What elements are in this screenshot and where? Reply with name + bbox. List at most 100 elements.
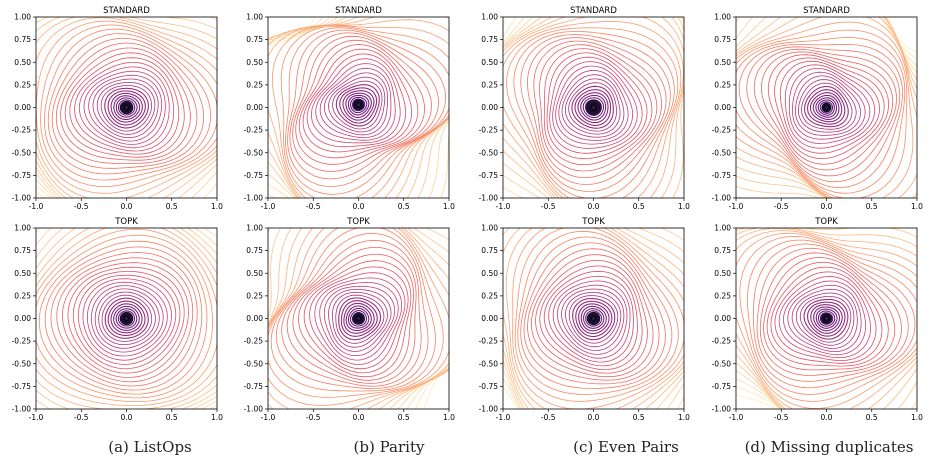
contour-level [739, 235, 917, 402]
contour-level [268, 228, 449, 409]
minimum-core [820, 312, 833, 325]
y-tick-label: -0.50 [479, 359, 499, 368]
subplot-title: STANDARD [803, 6, 850, 16]
y-tick-label: 0.75 [481, 246, 498, 255]
contour-level [552, 280, 631, 359]
contour-level [539, 44, 658, 172]
contour-level [575, 300, 613, 338]
contour-level [571, 85, 614, 129]
minimum-core [119, 311, 134, 326]
x-tick-label: -0.5 [74, 413, 89, 422]
y-tick-label: 0.50 [246, 269, 263, 278]
contour-level [580, 94, 607, 121]
y-tick-label: -0.75 [244, 382, 264, 391]
contour-level [268, 228, 444, 398]
contour-level [736, 21, 914, 198]
y-tick-label: -0.75 [12, 171, 32, 180]
contour-level [817, 99, 835, 116]
y-tick-label: -0.50 [12, 359, 32, 368]
contour-level [286, 246, 417, 384]
minimum-core [586, 311, 601, 326]
contour-level [517, 230, 679, 395]
y-tick-label: 0.25 [481, 291, 498, 300]
y-tick-label: 0.25 [714, 80, 731, 89]
y-tick-label: 0.50 [246, 58, 263, 67]
contour-level [807, 301, 846, 337]
y-tick-label: 0.50 [14, 58, 31, 67]
contour-level [753, 48, 897, 177]
y-tick-label: 1.00 [714, 224, 731, 233]
x-tick-label: -1.0 [496, 202, 511, 211]
contour-level [574, 89, 612, 126]
contour-level [423, 365, 449, 409]
contour-level [539, 265, 643, 371]
contour-level [568, 295, 619, 344]
contour-level [582, 97, 604, 119]
contour-level [736, 37, 906, 194]
subplot-title: TOPK [814, 217, 838, 227]
subplot-topk-1: TOPK -1.0 -0.5 0.0 0.5 1.0 -1.00 -0.75 -0.50 -0.2… [12, 217, 224, 422]
x-tick-label: -0.5 [74, 202, 89, 211]
x-tick-label: 1.0 [211, 413, 223, 422]
x-tick-label: 1.0 [211, 202, 223, 211]
contour-level [113, 305, 140, 331]
contour-level [94, 288, 160, 349]
x-tick-label: 0.5 [166, 202, 178, 211]
contour-level [289, 32, 439, 180]
contour-level [69, 57, 180, 155]
y-tick-label: 0.50 [481, 58, 498, 67]
subplot-title: STANDARD [335, 6, 382, 16]
contour-level [533, 40, 663, 179]
y-tick-label: 0.50 [481, 269, 498, 278]
y-tick-label: -0.50 [712, 359, 732, 368]
x-tick-label: 0.0 [121, 413, 133, 422]
contour-level [527, 248, 660, 381]
x-tick-label: -1.0 [729, 413, 744, 422]
contour-level [36, 228, 217, 407]
contour-level [577, 92, 609, 124]
contour-level [512, 228, 684, 409]
contour-level [514, 228, 684, 402]
x-tick-label: 0.0 [821, 413, 833, 422]
contour-level [738, 43, 904, 189]
contour-level [275, 232, 429, 390]
contour-level [338, 297, 382, 341]
contour-level [311, 58, 401, 144]
contour-level [78, 66, 170, 149]
x-tick-label: -1.0 [496, 413, 511, 422]
contour-level [339, 87, 378, 124]
y-tick-label: 0.75 [246, 35, 263, 44]
contour-level [328, 288, 392, 352]
caption-d: (d) Missing duplicates [744, 438, 914, 456]
contour-level [350, 96, 368, 114]
y-tick-label: -0.25 [479, 337, 499, 346]
x-tick-label: 0.5 [866, 413, 878, 422]
contour-level [527, 37, 667, 186]
contour-level [503, 20, 682, 198]
y-tick-label: 0.75 [714, 246, 731, 255]
contour-level [795, 292, 855, 346]
contour-level [561, 288, 625, 351]
subplot-title: TOPK [346, 217, 370, 227]
y-tick-label: 1.00 [246, 13, 263, 22]
contour-level [268, 228, 449, 406]
contour-level [104, 87, 149, 129]
contour-lines [736, 228, 917, 409]
y-tick-label: -0.25 [712, 337, 732, 346]
y-tick-label: -0.25 [12, 126, 32, 135]
x-tick-label: -1.0 [729, 202, 744, 211]
y-tick-label: -0.50 [244, 359, 264, 368]
contour-level [340, 300, 378, 337]
contour-level [309, 272, 406, 370]
x-tick-label: 0.0 [121, 202, 133, 211]
contour-level [268, 17, 449, 198]
contour-level [520, 236, 673, 389]
minimum-core [821, 102, 832, 113]
contour-level [298, 260, 412, 378]
y-tick-label: 0.00 [714, 314, 731, 323]
contour-level [347, 307, 370, 329]
contour-level [280, 25, 449, 198]
y-tick-label: 0.00 [246, 314, 263, 323]
contour-level [271, 24, 449, 198]
x-tick-label: 0.5 [866, 202, 878, 211]
